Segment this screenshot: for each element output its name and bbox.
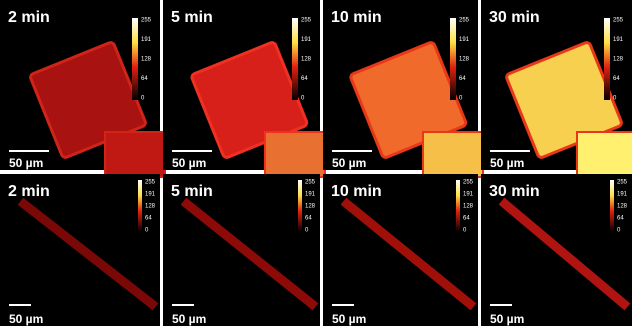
colorbar-tick-label: 64 <box>463 216 470 222</box>
colorbar <box>132 18 138 100</box>
scale-bar <box>332 304 354 306</box>
colorbar <box>456 180 460 232</box>
colorbar-tick-label: 64 <box>145 216 152 222</box>
colorbar-tick-label: 128 <box>145 204 156 210</box>
colorbar-tick-label: 255 <box>463 180 474 186</box>
scale-bar <box>9 304 31 306</box>
colorbar <box>138 180 142 232</box>
colorbar-tick-label: 128 <box>459 57 470 63</box>
colorbar-tick-label: 128 <box>301 57 312 63</box>
scale-bar-label: 50 µm <box>9 312 43 326</box>
scale-bar <box>490 304 512 306</box>
colorbar-tick-label: 191 <box>305 192 316 198</box>
time-label: 10 min <box>331 9 382 26</box>
scale-bar-label: 50 µm <box>172 312 206 326</box>
colorbar-tick-label: 128 <box>613 57 624 63</box>
colorbar-tick-label: 64 <box>617 216 624 222</box>
colorbar-tick-label: 64 <box>305 216 312 222</box>
scale-bar <box>172 150 212 152</box>
time-label: 30 min <box>489 9 540 26</box>
time-label: 2 min <box>8 183 50 200</box>
time-label: 30 min <box>489 183 540 200</box>
colorbar-tick-label: 128 <box>617 204 628 210</box>
colorbar-tick-label: 128 <box>305 204 316 210</box>
colorbar <box>450 18 456 100</box>
colorbar-tick-label: 191 <box>301 37 312 43</box>
scale-bar-label: 50 µm <box>332 312 366 326</box>
colorbar-tick-label: 191 <box>463 192 474 198</box>
crystal-partial <box>423 132 483 177</box>
colorbar-tick-label: 255 <box>459 18 470 24</box>
colorbar-tick-label: 191 <box>145 192 156 198</box>
colorbar-tick-label: 255 <box>613 18 624 24</box>
colorbar-tick-label: 191 <box>617 192 628 198</box>
scale-bar-label: 50 µm <box>332 156 366 170</box>
colorbar-tick-label: 191 <box>613 37 624 43</box>
colorbar <box>298 180 302 232</box>
colorbar <box>292 18 298 100</box>
scale-bar-label: 50 µm <box>172 156 206 170</box>
colorbar-tick-label: 191 <box>459 37 470 43</box>
colorbar-tick-label: 64 <box>141 76 148 82</box>
colorbar-tick-label: 64 <box>459 76 466 82</box>
colorbar-tick-label: 64 <box>613 76 620 82</box>
scale-bar-label: 50 µm <box>490 156 524 170</box>
figure: 2 min25519112864050 µm5 min2551911286405… <box>0 0 632 326</box>
time-label: 10 min <box>331 183 382 200</box>
time-label: 2 min <box>8 9 50 26</box>
colorbar <box>604 18 610 100</box>
scale-bar <box>332 150 372 152</box>
scale-bar <box>490 150 530 152</box>
colorbar-tick-label: 128 <box>463 204 474 210</box>
colorbar-tick-label: 255 <box>145 180 156 186</box>
colorbar-tick-label: 255 <box>141 18 152 24</box>
scale-bar-label: 50 µm <box>490 312 524 326</box>
colorbar-tick-label: 191 <box>141 37 152 43</box>
crystal-partial <box>265 132 325 177</box>
crystal-partial <box>105 132 165 177</box>
scale-bar <box>172 304 194 306</box>
time-label: 5 min <box>171 9 213 26</box>
colorbar-tick-label: 255 <box>617 180 628 186</box>
colorbar-tick-label: 64 <box>301 76 308 82</box>
time-label: 5 min <box>171 183 213 200</box>
crystal-partial <box>577 132 632 177</box>
scale-bar-label: 50 µm <box>9 156 43 170</box>
scale-bar <box>9 150 49 152</box>
colorbar-tick-label: 255 <box>301 18 312 24</box>
colorbar <box>610 180 614 232</box>
colorbar-tick-label: 128 <box>141 57 152 63</box>
colorbar-tick-label: 255 <box>305 180 316 186</box>
